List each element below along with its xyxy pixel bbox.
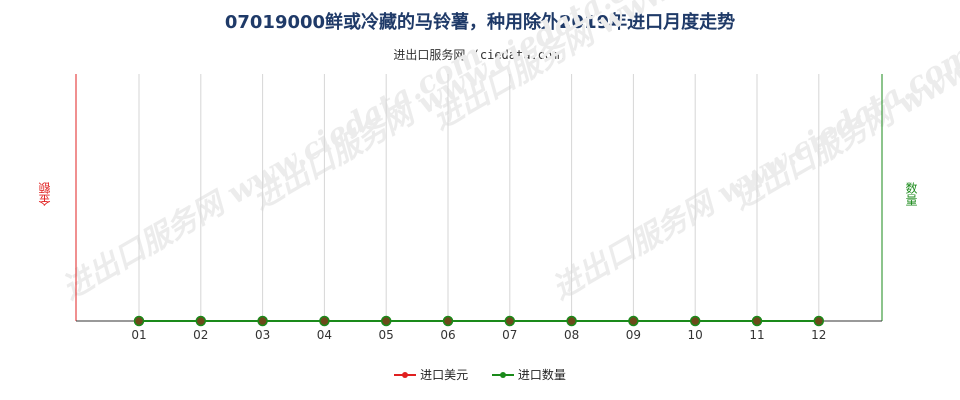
x-tick-label: 06: [440, 328, 455, 342]
data-point: [195, 315, 207, 327]
x-tick-label: 12: [811, 328, 826, 342]
data-point: [319, 315, 330, 327]
legend-item-usd[interactable]: 进口美元: [394, 366, 468, 383]
data-point: [380, 315, 392, 327]
x-tick-label: 05: [379, 328, 394, 342]
gridlines: [138, 74, 820, 321]
x-tick-label: 03: [255, 328, 270, 342]
data-point: [813, 315, 825, 327]
x-tick-label: 01: [131, 328, 146, 342]
y-axis-label-right: 数量: [904, 182, 918, 206]
data-point: [566, 315, 577, 327]
x-tick-label: 08: [564, 328, 579, 342]
legend-item-quantity[interactable]: 进口数量: [491, 366, 566, 383]
legend-swatch-usd: [394, 370, 417, 380]
data-point: [133, 315, 145, 327]
legend: 进口美元 进口数量: [0, 366, 960, 383]
x-tick-label: 07: [502, 328, 517, 342]
data-point: [257, 315, 268, 327]
x-tick-label: 02: [193, 328, 208, 342]
x-tick-label: 11: [749, 328, 764, 342]
legend-label-quantity: 进口数量: [517, 368, 566, 382]
series-layer: [133, 315, 825, 327]
x-tick-label: 04: [317, 328, 332, 342]
data-point: [628, 315, 639, 327]
chart-subtitle: 进出口服务网 (ciedata.com): [393, 48, 567, 62]
data-point: [504, 315, 516, 327]
data-point: [751, 315, 763, 327]
x-tick-label: 10: [688, 328, 703, 342]
x-axis-ticks: 01 02 03 04 05 06 07 08 09 10 11 12: [131, 321, 826, 342]
legend-swatch-quantity: [491, 370, 514, 380]
data-point: [689, 315, 701, 327]
data-point: [442, 315, 454, 327]
legend-label-usd: 进口美元: [420, 368, 469, 382]
x-tick-label: 09: [626, 328, 641, 342]
watermark-text: 进出口服务网 www.ciedata.com: [427, 0, 859, 137]
chart-title: 07019000鲜或冷藏的马铃薯，种用除外2019年进口月度走势: [224, 12, 736, 33]
